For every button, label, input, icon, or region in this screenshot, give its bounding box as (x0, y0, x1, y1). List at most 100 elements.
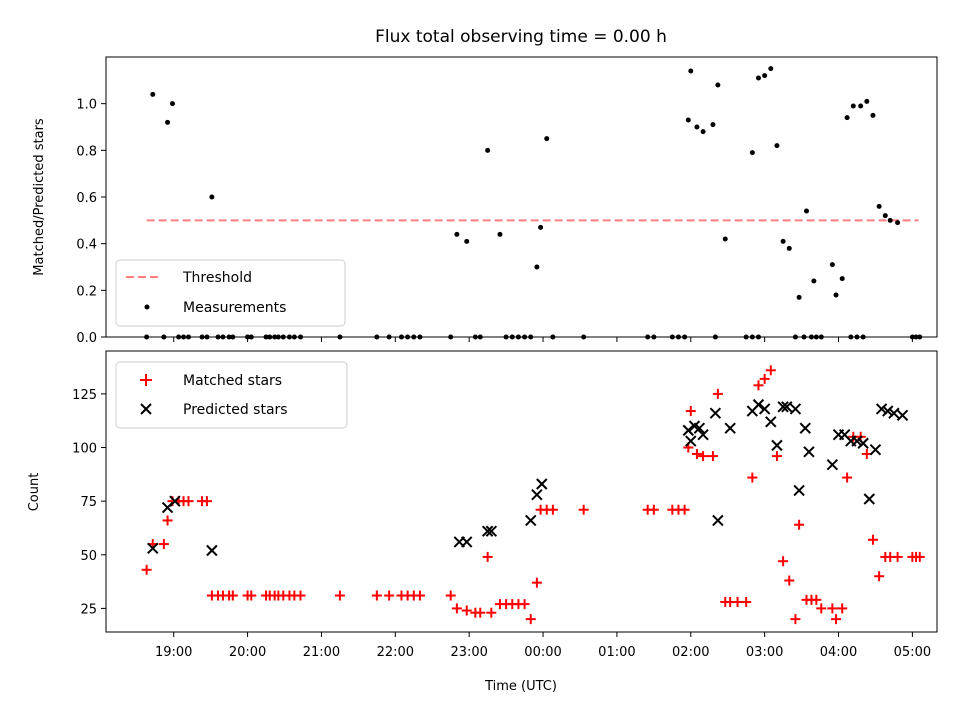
measurement-point (808, 334, 814, 340)
measurement-point (792, 334, 798, 340)
bottom-y-tick-label: 100 (72, 442, 97, 457)
measurement-point (544, 136, 550, 142)
measurement-point (464, 238, 470, 244)
measurement-point (710, 122, 716, 128)
measurement-point (209, 194, 215, 200)
measurement-point (801, 334, 807, 340)
measurement-point (291, 334, 297, 340)
bottom-x-tick-label: 03:00 (746, 645, 783, 660)
bottom-x-tick-label: 19:00 (155, 645, 192, 660)
measurement-point (477, 334, 483, 340)
measurement-point (245, 334, 251, 340)
measurement-point (528, 334, 534, 340)
bottom-y-tick-label: 125 (72, 388, 97, 403)
measurement-point (917, 334, 923, 340)
measurement-point (581, 334, 587, 340)
measurement-point (870, 112, 876, 118)
predicted-stars-point (147, 542, 159, 555)
measurement-point (700, 129, 706, 135)
matched-stars-point (141, 564, 152, 575)
measurement-point (811, 278, 817, 284)
top-legend: Threshold Measurements (115, 259, 346, 327)
measurement-point (755, 75, 761, 81)
measurement-point (774, 143, 780, 149)
measurement-point (848, 334, 854, 340)
bottom-x-tick-label: 21:00 (303, 645, 340, 660)
measurement-point (472, 334, 478, 340)
matched-stars-point (712, 388, 723, 399)
bottom-y-axis: 25 50 75 100 125 (72, 388, 106, 617)
predicted-stars-point (777, 401, 789, 413)
matched-stars-point (741, 596, 752, 607)
x-axis-label: Time (UTC) (484, 679, 557, 694)
matched-stars-point (547, 504, 558, 515)
bottom-legend: Matched stars Predicted stars (115, 361, 348, 429)
measurement-point (887, 217, 893, 223)
measurement-point (796, 294, 802, 300)
measurement-point (398, 334, 404, 340)
measurement-point (682, 334, 688, 340)
predicted-stars-point (888, 407, 900, 419)
matched-stars-point (685, 406, 696, 417)
measurement-point (854, 334, 860, 340)
matched-stars-point (183, 496, 194, 507)
top-y-tick-label: 1.0 (76, 98, 97, 113)
matched-stars-point (778, 556, 789, 567)
matched-stars-point (531, 577, 542, 588)
top-y-tick-label: 0.8 (76, 144, 97, 159)
measurement-point (645, 334, 651, 340)
measurement-point (743, 334, 749, 340)
legend-measurements-label: Measurements (183, 300, 286, 316)
matched-stars-point (753, 380, 764, 391)
measurement-point (150, 91, 156, 97)
predicted-stars-point (697, 428, 709, 441)
matched-stars-point (771, 451, 782, 462)
predicted-stars-point (169, 495, 181, 507)
matched-stars-point (827, 603, 838, 614)
bottom-panel: 25 50 75 100 125 19:00 20:00 21:00 22:00 23:00 00… (27, 350, 938, 694)
predicted-stars-point (771, 439, 783, 452)
bottom-y-tick-label: 75 (80, 495, 97, 510)
measurement-point (176, 334, 182, 340)
bottom-x-axis: 19:00 20:00 21:00 22:00 23:00 00:00 01:00 02:00… (155, 632, 931, 660)
bottom-x-tick-label: 23:00 (450, 645, 487, 660)
predicted-stars-point (863, 493, 875, 505)
measurement-point (839, 276, 845, 282)
matched-stars-point (765, 365, 776, 376)
predicted-stars-point (793, 484, 805, 497)
measurement-point (220, 334, 226, 340)
top-y-tick-label: 0.2 (76, 284, 97, 299)
measurement-point (272, 334, 278, 340)
top-y-axis-label: Matched/Predicted stars (32, 118, 47, 276)
measurement-point (818, 334, 824, 340)
legend-predicted-label: Predicted stars (183, 402, 288, 418)
measurement-point (755, 334, 761, 340)
measurement-point (263, 334, 269, 340)
measurement-point (226, 334, 232, 340)
predicted-stars-point (461, 536, 473, 548)
predicted-stars-point (481, 525, 494, 537)
measurement-point (497, 231, 503, 237)
measurement-point (913, 334, 919, 340)
measurement-point (185, 334, 191, 340)
measurement-point (813, 334, 819, 340)
matched-stars-point (482, 551, 493, 562)
measurement-point (694, 124, 700, 130)
measurement-point (882, 213, 888, 219)
measurement-point (485, 147, 491, 153)
matched-stars-point (691, 448, 702, 459)
matched-stars-point (811, 594, 822, 605)
measurement-point (386, 334, 392, 340)
matched-stars-point (246, 590, 257, 601)
predicted-stars-point (752, 398, 765, 411)
measurement-point (688, 68, 694, 74)
predicted-stars-point (531, 489, 543, 501)
predicted-stars-point (758, 403, 771, 415)
predicted-stars-point (869, 443, 882, 456)
measurement-point (876, 203, 882, 209)
predicted-stars-point (693, 422, 706, 434)
predicted-stars-point (485, 525, 498, 537)
predicted-stars-point (826, 458, 839, 471)
